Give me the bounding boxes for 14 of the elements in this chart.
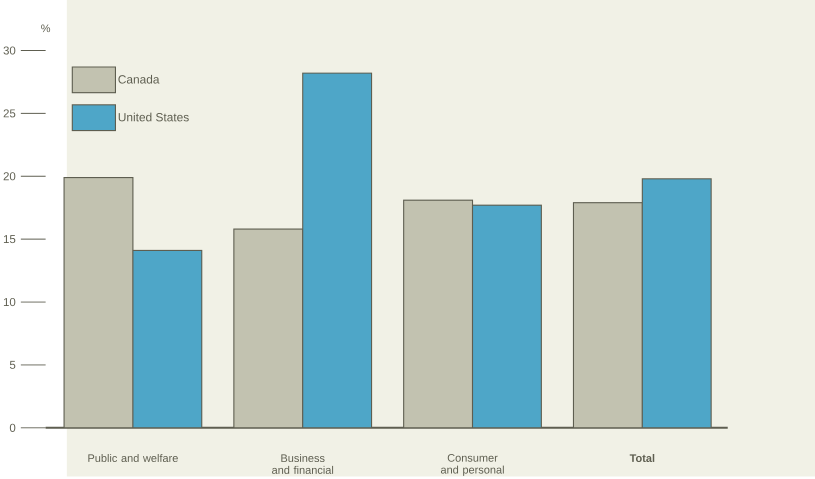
x-tick-label: Business and financial xyxy=(272,454,334,474)
y-tick-label: 25 xyxy=(4,109,16,118)
y-tick-label: 30 xyxy=(3,46,16,55)
y-tick-label: 20 xyxy=(4,172,16,180)
x-tick-label: Consumer and personal xyxy=(440,454,504,476)
y-tick-label: 0 xyxy=(10,424,16,432)
legend-label: Canada xyxy=(118,74,160,84)
legend-label: United States xyxy=(118,112,189,122)
y-axis-title: % xyxy=(41,24,50,32)
y-tick-label: 5 xyxy=(10,360,16,369)
x-tick-label: Total xyxy=(630,454,654,462)
x-tick-label: Public and welfare xyxy=(88,454,178,462)
y-tick-label: 10 xyxy=(4,298,16,306)
y-tick-label: 15 xyxy=(4,235,16,244)
